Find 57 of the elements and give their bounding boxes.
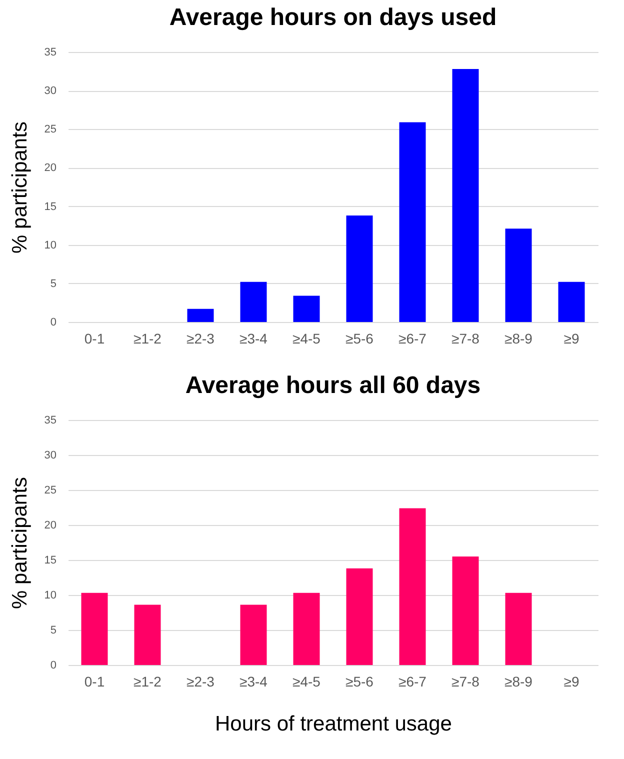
bar <box>452 68 479 322</box>
y-tick-label: 5 <box>50 278 56 290</box>
y-axis-title: % participants <box>8 477 32 609</box>
x-tick-label: ≥6-7 <box>398 330 427 346</box>
bar <box>81 592 108 665</box>
y-tick-label: 35 <box>44 46 56 58</box>
y-tick-label: 20 <box>44 520 56 532</box>
x-tick-label: ≥7-8 <box>452 330 480 346</box>
y-tick-label: 20 <box>44 162 56 174</box>
x-tick-label: ≥2-3 <box>186 330 215 346</box>
bar <box>293 592 320 665</box>
y-tick-label: 0 <box>50 660 56 672</box>
bar <box>452 556 479 665</box>
x-axis-title: Hours of treatment usage <box>215 712 452 736</box>
y-tick-label: 15 <box>44 200 56 213</box>
bar <box>187 308 214 322</box>
x-tick-label: ≥7-8 <box>452 674 480 690</box>
bar <box>505 228 532 322</box>
x-tick-label: ≥3-4 <box>240 674 268 690</box>
y-axis-title: % participants <box>8 122 32 254</box>
chart-title: Average hours on days used <box>169 4 497 31</box>
x-tick-label: ≥9 <box>564 330 580 346</box>
x-tick-label: ≥9 <box>564 674 580 690</box>
x-tick-label: ≥5-6 <box>346 674 374 690</box>
bar <box>505 592 532 665</box>
y-tick-label: 30 <box>44 85 56 98</box>
y-tick-label: 0 <box>50 316 56 328</box>
bar <box>399 508 426 665</box>
bar <box>240 604 267 665</box>
bar <box>346 216 373 322</box>
x-tick-label: ≥8-9 <box>504 330 533 346</box>
y-tick-label: 25 <box>44 124 56 136</box>
y-tick-label: 15 <box>44 554 56 566</box>
bar <box>346 568 373 665</box>
bar <box>134 604 161 665</box>
bar <box>558 282 585 322</box>
x-tick-label: ≥1-2 <box>134 674 162 690</box>
x-tick-label: 0-1 <box>84 674 105 690</box>
bar <box>293 296 320 322</box>
y-tick-label: 30 <box>44 450 56 462</box>
bar <box>399 122 426 322</box>
y-tick-label: 25 <box>44 484 56 496</box>
x-tick-label: ≥8-9 <box>504 674 533 690</box>
x-tick-label: 0-1 <box>84 330 105 346</box>
x-tick-label: ≥6-7 <box>398 674 427 690</box>
y-tick-label: 10 <box>44 590 56 602</box>
x-tick-label: ≥1-2 <box>134 330 162 346</box>
chart-title: Average hours all 60 days <box>185 372 481 399</box>
x-tick-label: ≥4-5 <box>292 330 321 346</box>
y-tick-label: 35 <box>44 414 56 426</box>
y-tick-label: 5 <box>50 624 56 636</box>
bar <box>240 282 267 322</box>
x-tick-label: ≥4-5 <box>292 674 321 690</box>
x-tick-label: ≥3-4 <box>240 330 268 346</box>
x-tick-label: ≥2-3 <box>186 674 215 690</box>
x-tick-label: ≥5-6 <box>346 330 374 346</box>
y-tick-label: 10 <box>44 239 56 252</box>
